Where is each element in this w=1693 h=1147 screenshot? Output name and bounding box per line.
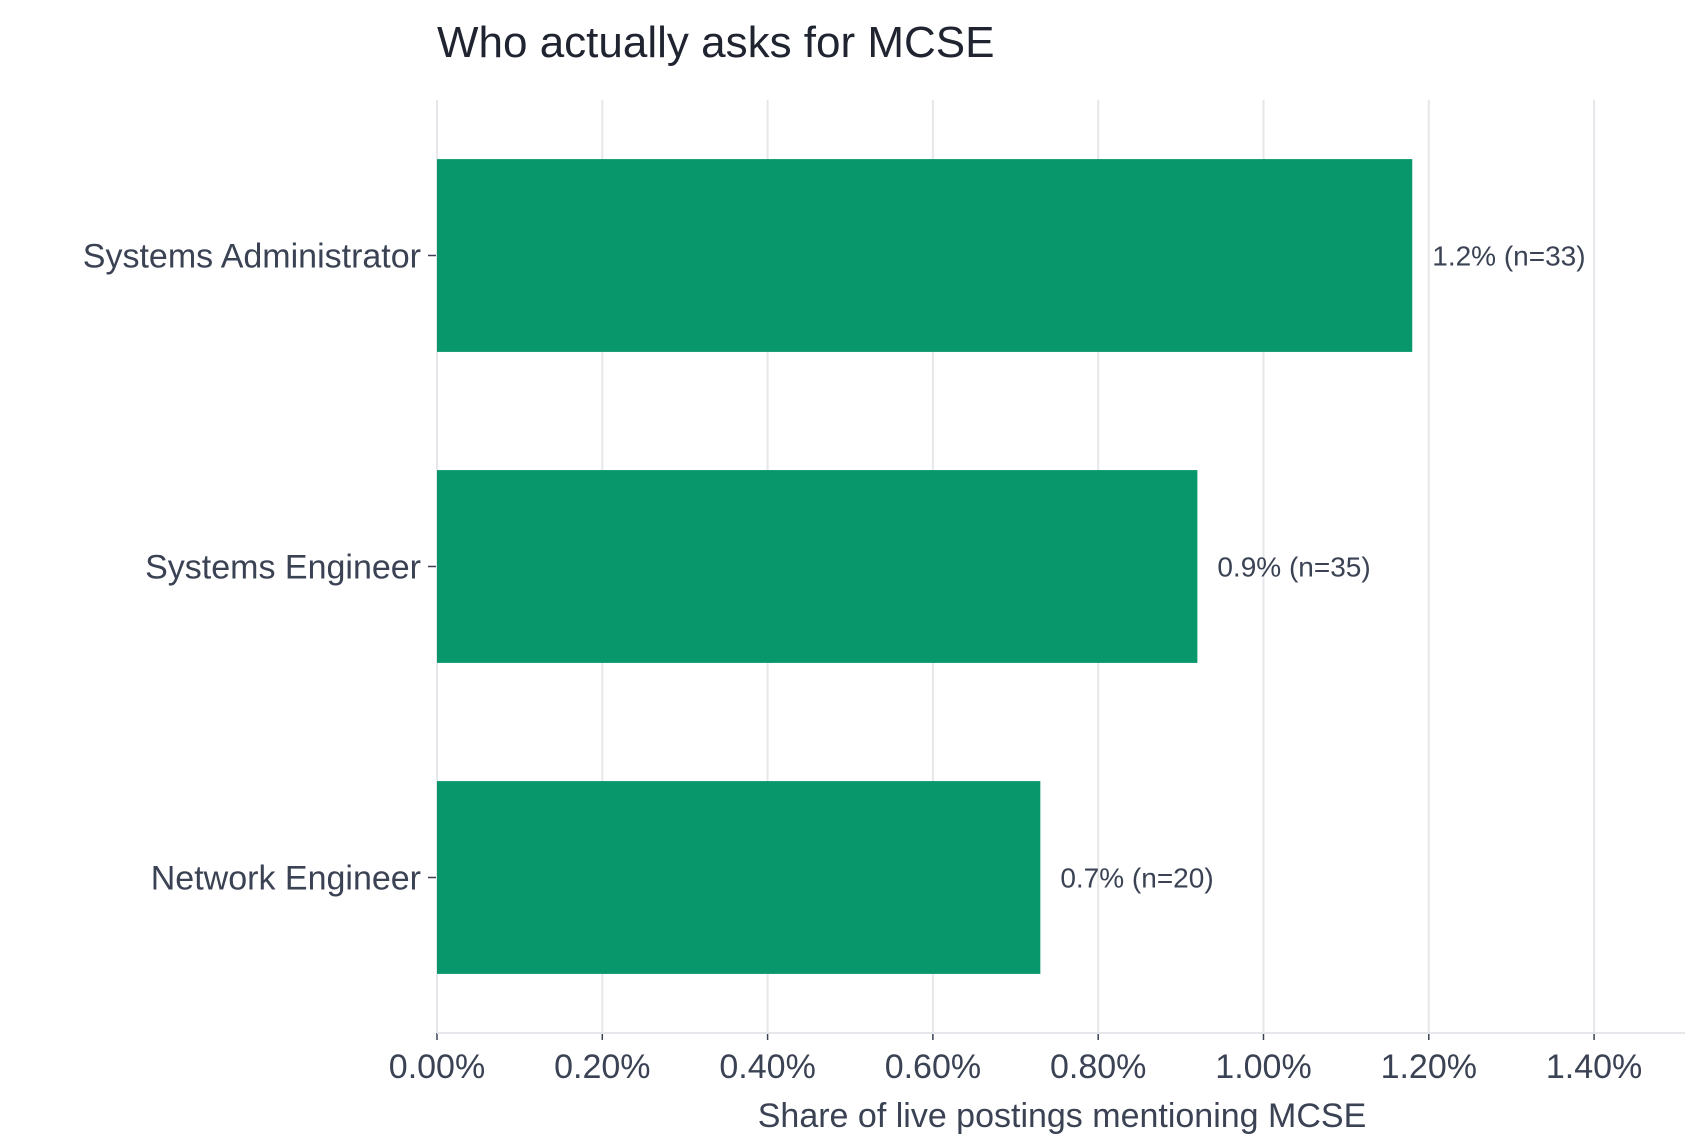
data-label: 0.7% (n=20) xyxy=(1060,863,1213,894)
y-tick-label: Systems Administrator xyxy=(83,238,421,276)
data-labels: 1.2% (n=33) 0.9% (n=35) 0.7% (n=20) xyxy=(1060,241,1585,894)
x-tick-label: 1.00% xyxy=(1215,1048,1311,1086)
bar xyxy=(437,470,1198,663)
data-label: 1.2% (n=33) xyxy=(1432,241,1585,272)
x-tick-label: 0.00% xyxy=(389,1048,485,1086)
x-tick-label: 0.80% xyxy=(1050,1048,1146,1086)
y-axis: Systems Administrator Systems Engineer Net… xyxy=(83,238,436,898)
bars xyxy=(437,159,1413,974)
bar xyxy=(437,159,1413,352)
data-label: 0.9% (n=35) xyxy=(1217,552,1370,583)
y-tick-label: Systems Engineer xyxy=(145,549,421,587)
x-tick-label: 0.60% xyxy=(885,1048,981,1086)
x-tick-label: 0.20% xyxy=(554,1048,650,1086)
x-axis: 0.00% 0.20% 0.40% 0.60% 0.80% 1.00% 1.20% 1.40% xyxy=(389,1032,1685,1086)
bar xyxy=(437,781,1041,974)
x-tick-label: 1.20% xyxy=(1381,1048,1477,1086)
chart-title: Who actually asks for MCSE xyxy=(437,18,995,67)
y-tick-label: Network Engineer xyxy=(151,860,421,898)
x-tick-label: 1.40% xyxy=(1546,1048,1642,1086)
x-axis-title: Share of live postings mentioning MCSE xyxy=(758,1097,1367,1135)
x-tick-label: 0.40% xyxy=(719,1048,815,1086)
